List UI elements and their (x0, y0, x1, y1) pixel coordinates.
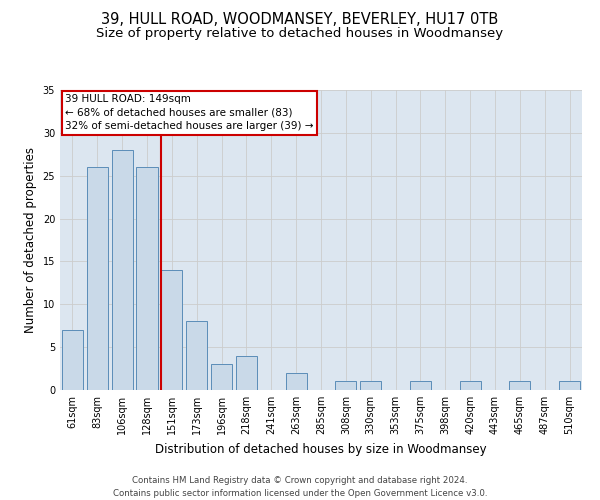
Bar (161, 270, 182, 390)
Text: Size of property relative to detached houses in Woodmansey: Size of property relative to detached ho… (97, 28, 503, 40)
Bar (360, 382, 381, 390)
Bar (62, 330, 83, 390)
X-axis label: Distribution of detached houses by size in Woodmansey: Distribution of detached houses by size … (155, 442, 487, 456)
Bar (112, 150, 133, 390)
Bar (410, 382, 431, 390)
Bar (87, 167, 108, 390)
Bar (211, 364, 232, 390)
Bar (559, 382, 580, 390)
Bar (286, 373, 307, 390)
Bar (335, 382, 356, 390)
Text: Contains HM Land Registry data © Crown copyright and database right 2024.
Contai: Contains HM Land Registry data © Crown c… (113, 476, 487, 498)
Bar (509, 382, 530, 390)
Text: 39, HULL ROAD, WOODMANSEY, BEVERLEY, HU17 0TB: 39, HULL ROAD, WOODMANSEY, BEVERLEY, HU1… (101, 12, 499, 28)
Y-axis label: Number of detached properties: Number of detached properties (24, 147, 37, 333)
Bar (460, 382, 481, 390)
Text: 39 HULL ROAD: 149sqm
← 68% of detached houses are smaller (83)
32% of semi-detac: 39 HULL ROAD: 149sqm ← 68% of detached h… (65, 94, 314, 131)
Bar (236, 356, 257, 390)
Bar (136, 167, 158, 390)
Bar (186, 322, 207, 390)
